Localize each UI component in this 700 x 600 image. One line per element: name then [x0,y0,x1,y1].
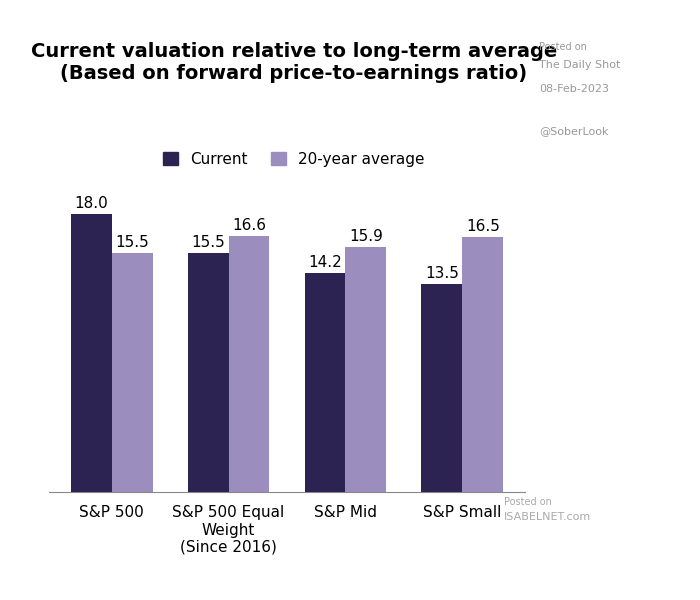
Text: 16.6: 16.6 [232,218,266,233]
Text: 14.2: 14.2 [308,255,342,270]
Text: 15.5: 15.5 [191,235,225,250]
Bar [346,247,386,492]
Text: 08-Feb-2023: 08-Feb-2023 [539,84,609,94]
Text: Posted on: Posted on [539,42,587,52]
Text: The Daily Shot: The Daily Shot [539,60,620,70]
Bar [463,238,503,492]
Bar [304,273,346,492]
Legend: Current, 20-year average: Current, 20-year average [157,146,431,173]
Text: 15.5: 15.5 [116,235,149,250]
Bar [71,214,111,492]
Bar [111,253,153,492]
Bar [228,236,270,492]
Text: 13.5: 13.5 [425,266,459,281]
Text: ISABELNET.com: ISABELNET.com [504,512,592,522]
Text: 16.5: 16.5 [466,220,500,235]
Text: 18.0: 18.0 [74,196,108,211]
Text: Current valuation relative to long-term average
(Based on forward price-to-earni: Current valuation relative to long-term … [31,42,557,83]
Bar [421,284,463,492]
Text: @SoberLook: @SoberLook [539,126,608,136]
Text: Posted on: Posted on [504,497,552,507]
Text: 15.9: 15.9 [349,229,383,244]
Bar [188,253,228,492]
